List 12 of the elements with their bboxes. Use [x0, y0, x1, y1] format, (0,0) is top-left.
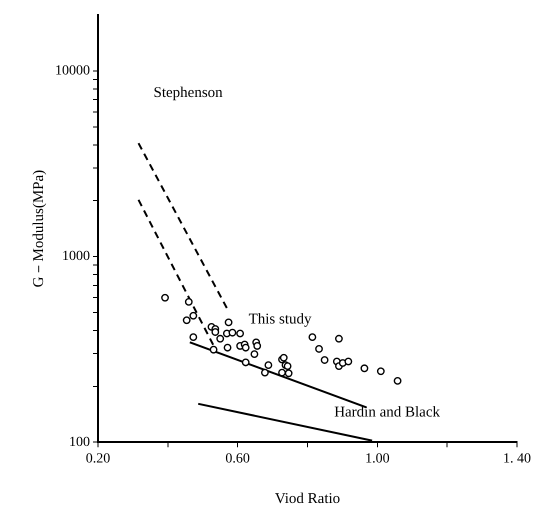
x-axis-title: Viod Ratio — [274, 490, 340, 507]
x-tick-label: 0.20 — [86, 451, 110, 466]
series-label: This study — [248, 312, 312, 328]
x-tick-label: 1.00 — [365, 451, 390, 466]
y-tick-label: 10000 — [55, 64, 90, 79]
text: Stephenson — [154, 85, 224, 102]
y-tick-label: 1000 — [62, 249, 90, 264]
x-tick-label: 1. 40 — [503, 451, 531, 466]
y-axis-title: G－Modulus(MPa) — [30, 170, 47, 288]
y-tick-label: 100 — [69, 434, 90, 450]
series-label: Hardin and Black — [334, 404, 440, 421]
x-tick-label: 0.60 — [225, 451, 250, 466]
